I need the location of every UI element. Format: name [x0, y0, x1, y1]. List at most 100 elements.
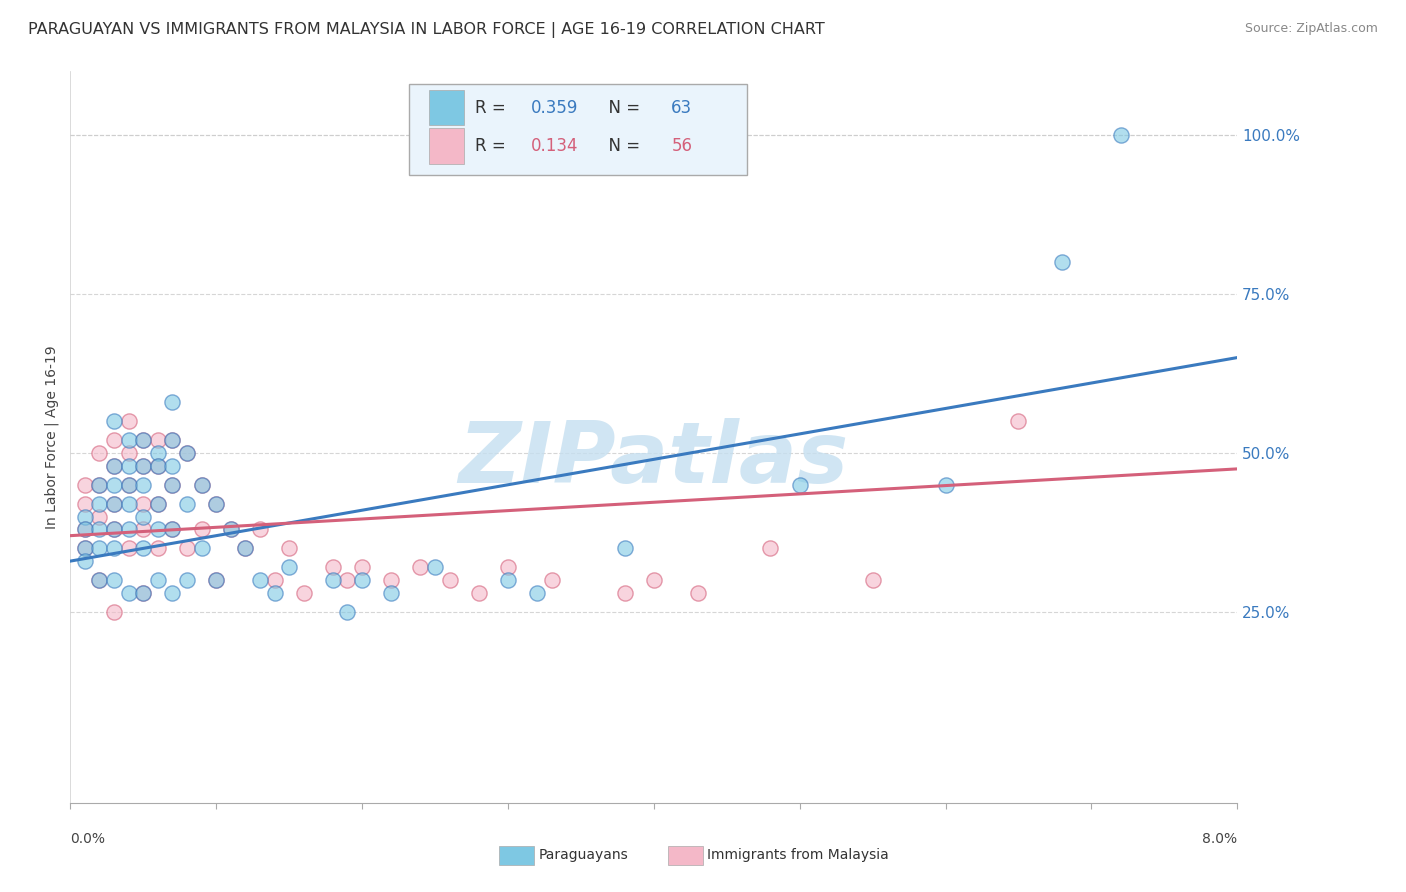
Point [132, 458, 155, 473]
Point [73, 497, 96, 511]
Point [146, 458, 169, 473]
Point [89, 573, 111, 587]
Point [89, 497, 111, 511]
Point [190, 541, 212, 556]
Point [89, 477, 111, 491]
Point [352, 560, 374, 574]
Point [1052, 255, 1074, 269]
Point [190, 477, 212, 491]
Point [103, 414, 125, 428]
Point [613, 541, 636, 556]
Point [934, 477, 956, 491]
Point [146, 434, 169, 448]
Point [205, 573, 228, 587]
Point [103, 522, 125, 536]
Point [146, 497, 169, 511]
Text: ZIPatlas: ZIPatlas [458, 417, 849, 500]
Point [118, 497, 141, 511]
Point [132, 458, 155, 473]
Point [118, 434, 141, 448]
Point [336, 605, 359, 619]
Point [73, 509, 96, 524]
Point [73, 522, 96, 536]
Point [103, 522, 125, 536]
Y-axis label: In Labor Force | Age 16-19: In Labor Force | Age 16-19 [45, 345, 59, 529]
Text: 0.134: 0.134 [531, 137, 579, 155]
Point [132, 434, 155, 448]
Point [423, 560, 446, 574]
Point [176, 541, 198, 556]
Point [496, 560, 519, 574]
Point [118, 414, 141, 428]
Point [686, 586, 709, 600]
Point [73, 541, 96, 556]
Text: N =: N = [598, 137, 645, 155]
Point [162, 477, 184, 491]
Point [132, 477, 155, 491]
Point [162, 458, 184, 473]
FancyBboxPatch shape [429, 128, 464, 163]
Point [89, 477, 111, 491]
Point [162, 522, 184, 536]
Point [278, 541, 301, 556]
Point [467, 586, 491, 600]
Point [336, 573, 359, 587]
Point [103, 497, 125, 511]
Point [176, 573, 198, 587]
Point [103, 434, 125, 448]
Point [146, 522, 169, 536]
Point [263, 573, 285, 587]
Point [162, 434, 184, 448]
Point [118, 586, 141, 600]
Point [219, 522, 242, 536]
Point [146, 541, 169, 556]
Point [176, 446, 198, 460]
Text: 8.0%: 8.0% [1202, 832, 1237, 846]
Text: N =: N = [598, 99, 645, 117]
Point [190, 477, 212, 491]
Point [132, 541, 155, 556]
Point [176, 446, 198, 460]
Point [292, 586, 315, 600]
Point [205, 573, 228, 587]
Point [540, 573, 562, 587]
Point [496, 573, 519, 587]
Point [103, 605, 125, 619]
Point [1007, 414, 1029, 428]
Point [118, 522, 141, 536]
Point [89, 509, 111, 524]
Point [118, 541, 141, 556]
Point [409, 560, 432, 574]
Point [73, 477, 96, 491]
FancyBboxPatch shape [429, 90, 464, 126]
Point [613, 586, 636, 600]
Point [89, 446, 111, 460]
Point [89, 522, 111, 536]
Point [162, 522, 184, 536]
Text: R =: R = [475, 137, 512, 155]
Point [132, 497, 155, 511]
Point [219, 522, 242, 536]
Text: Source: ZipAtlas.com: Source: ZipAtlas.com [1244, 22, 1378, 36]
Point [176, 497, 198, 511]
Point [643, 573, 665, 587]
Point [118, 477, 141, 491]
Point [162, 477, 184, 491]
Point [162, 395, 184, 409]
Point [146, 458, 169, 473]
Point [322, 560, 344, 574]
Point [118, 446, 141, 460]
Point [205, 497, 228, 511]
Point [380, 586, 402, 600]
Point [118, 477, 141, 491]
Point [322, 573, 344, 587]
Point [103, 541, 125, 556]
Point [249, 573, 271, 587]
Point [352, 573, 374, 587]
Point [103, 573, 125, 587]
Point [146, 497, 169, 511]
Text: PARAGUAYAN VS IMMIGRANTS FROM MALAYSIA IN LABOR FORCE | AGE 16-19 CORRELATION CH: PARAGUAYAN VS IMMIGRANTS FROM MALAYSIA I… [28, 22, 825, 38]
Point [73, 541, 96, 556]
Point [132, 586, 155, 600]
Point [132, 522, 155, 536]
